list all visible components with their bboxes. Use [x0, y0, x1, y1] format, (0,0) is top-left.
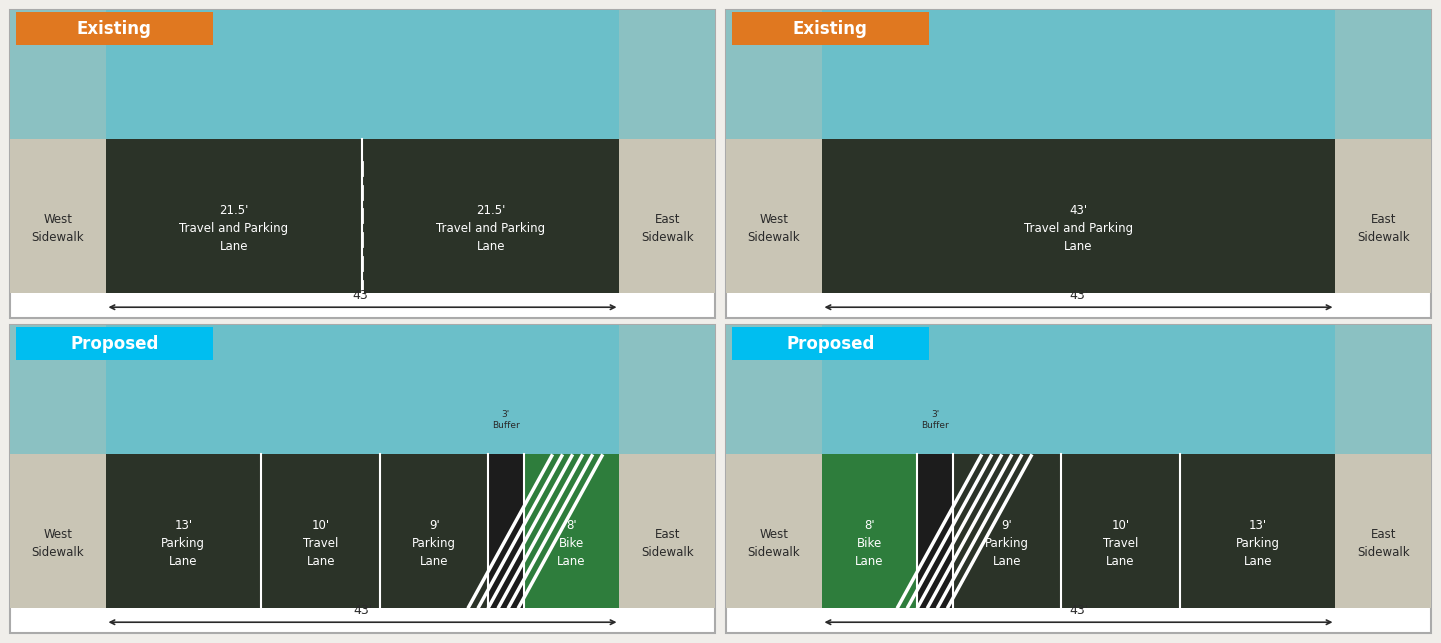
Bar [821, 455, 916, 608]
Bar [726, 140, 821, 293]
Text: 43': 43' [1069, 289, 1088, 302]
Bar [726, 325, 1431, 581]
Bar [1336, 140, 1431, 293]
Text: West
Sidewalk: West Sidewalk [32, 213, 84, 244]
Bar [363, 140, 620, 293]
Text: 10'
Travel
Lane: 10' Travel Lane [1102, 519, 1138, 568]
Bar [1180, 455, 1336, 608]
Text: 13'
Parking
Lane: 13' Parking Lane [1236, 519, 1280, 568]
Text: 3'
Buffer: 3' Buffer [921, 410, 950, 430]
Text: 9'
Parking
Lane: 9' Parking Lane [412, 519, 457, 568]
Bar [726, 455, 821, 608]
Text: East
Sidewalk: East Sidewalk [1357, 528, 1409, 559]
Bar [10, 10, 715, 318]
Bar [1061, 455, 1180, 608]
Bar [620, 140, 715, 293]
Bar [10, 10, 715, 266]
Bar [10, 325, 715, 633]
Bar [726, 10, 1431, 266]
Bar [821, 140, 1336, 293]
Bar [726, 325, 821, 581]
Bar [10, 10, 105, 266]
Bar [525, 455, 620, 608]
Bar [1336, 325, 1431, 581]
Bar [10, 455, 105, 608]
Bar [10, 140, 105, 293]
Bar [380, 455, 488, 608]
Bar [620, 10, 715, 266]
Bar [261, 455, 380, 608]
Text: 21.5'
Travel and Parking
Lane: 21.5' Travel and Parking Lane [437, 204, 546, 253]
Text: 13'
Parking
Lane: 13' Parking Lane [161, 519, 205, 568]
Text: 43'
Travel and Parking
Lane: 43' Travel and Parking Lane [1025, 204, 1133, 253]
Text: 43': 43' [353, 289, 372, 302]
Bar [620, 455, 715, 608]
Text: Proposed: Proposed [787, 334, 875, 352]
Bar [488, 455, 525, 608]
Text: Existing: Existing [76, 20, 151, 38]
Bar [16, 327, 213, 360]
Text: West
Sidewalk: West Sidewalk [748, 213, 800, 244]
Text: 8'
Bike
Lane: 8' Bike Lane [558, 519, 586, 568]
Bar [732, 12, 929, 45]
Text: 8'
Bike
Lane: 8' Bike Lane [855, 519, 883, 568]
Bar [726, 10, 821, 266]
Text: 3'
Buffer: 3' Buffer [491, 410, 520, 430]
Bar [488, 455, 525, 608]
Text: East
Sidewalk: East Sidewalk [641, 528, 693, 559]
Text: 43': 43' [353, 604, 372, 617]
Bar [10, 325, 105, 581]
Text: 43': 43' [1069, 604, 1088, 617]
Bar [620, 325, 715, 581]
Bar [16, 12, 213, 45]
Text: West
Sidewalk: West Sidewalk [32, 528, 84, 559]
Text: West
Sidewalk: West Sidewalk [748, 528, 800, 559]
Text: East
Sidewalk: East Sidewalk [1357, 213, 1409, 244]
Bar [916, 455, 953, 608]
Bar [726, 325, 1431, 633]
Bar [105, 140, 363, 293]
Bar [726, 10, 1431, 318]
Text: 21.5'
Travel and Parking
Lane: 21.5' Travel and Parking Lane [180, 204, 288, 253]
Text: 9'
Parking
Lane: 9' Parking Lane [984, 519, 1029, 568]
Text: Proposed: Proposed [71, 334, 159, 352]
Bar [732, 327, 929, 360]
Bar [916, 455, 953, 608]
Bar [10, 325, 715, 581]
Bar [105, 455, 261, 608]
Text: East
Sidewalk: East Sidewalk [641, 213, 693, 244]
Bar [953, 455, 1061, 608]
Bar [1336, 455, 1431, 608]
Text: Existing: Existing [793, 20, 867, 38]
Bar [1336, 10, 1431, 266]
Text: 10'
Travel
Lane: 10' Travel Lane [303, 519, 339, 568]
